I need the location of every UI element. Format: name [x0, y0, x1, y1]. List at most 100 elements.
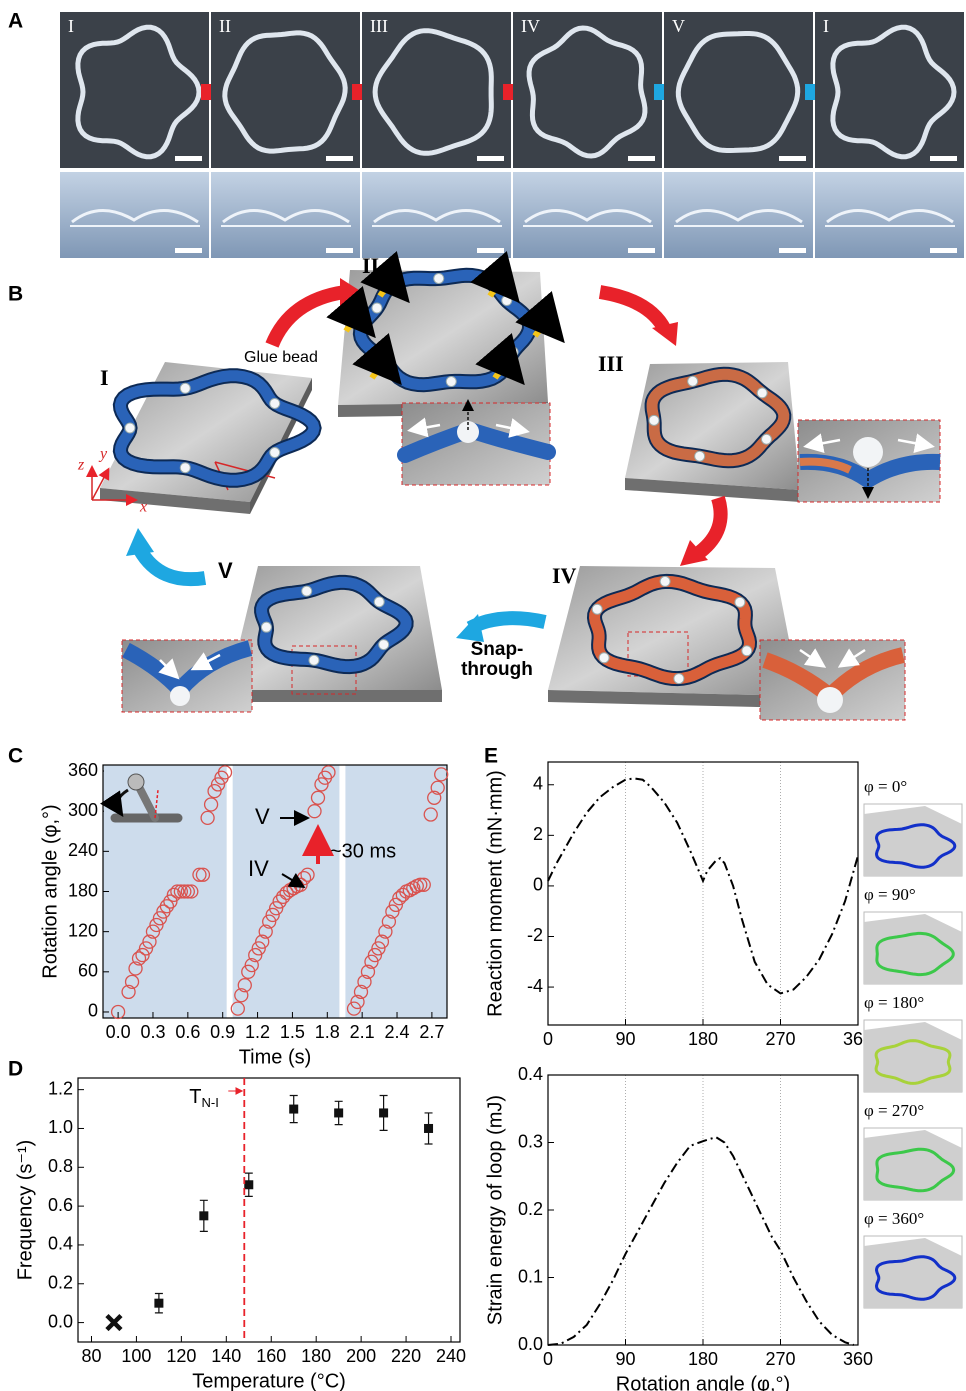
glue-bead — [270, 398, 280, 408]
y-tick-label: 360 — [68, 760, 98, 780]
glue-bead — [761, 434, 771, 444]
inset-label: φ = 90° — [864, 885, 916, 904]
y-tick-label: 0.8 — [48, 1156, 73, 1176]
cycle-arrow — [600, 292, 665, 330]
cycle-arrow — [700, 498, 721, 552]
data-line — [548, 1137, 854, 1345]
glue-bead — [374, 597, 384, 607]
annotation: through — [461, 659, 533, 680]
y-tick-label: 0.6 — [48, 1195, 73, 1215]
glue-bead — [660, 576, 670, 586]
transition-label: TN-I — [189, 1086, 219, 1110]
chart: 801001201401601802002202400.00.20.40.60.… — [14, 1078, 466, 1391]
stage-label: I — [68, 16, 74, 36]
inset-label: φ = 0° — [864, 777, 907, 796]
glue-bead — [125, 423, 135, 433]
panel-label: D — [8, 1058, 23, 1081]
y-tick-label: 240 — [68, 840, 98, 860]
glue-bead — [180, 383, 190, 393]
scale-bar — [477, 156, 504, 161]
scale-bar — [628, 156, 655, 161]
axis-letter: y — [98, 446, 108, 463]
y-tick-label: 0.4 — [48, 1234, 73, 1254]
x-tick-label: 90 — [615, 1029, 635, 1049]
x-tick-label: 160 — [256, 1346, 286, 1366]
axis-letter: x — [139, 499, 147, 516]
scale-bar — [628, 248, 655, 253]
inset-label: φ = 270° — [864, 1101, 924, 1120]
yellow-arrow — [535, 327, 557, 336]
glue-bead — [674, 674, 684, 684]
x-tick-label: 220 — [391, 1346, 421, 1366]
cycle-arrow — [272, 292, 345, 345]
y-tick-label: 0.2 — [48, 1273, 73, 1293]
point — [199, 1211, 208, 1220]
inset-icon — [104, 766, 184, 826]
x-tick-label: 1.5 — [280, 1022, 305, 1042]
scale-bar — [779, 156, 806, 161]
stage-label: III — [598, 351, 624, 376]
panel-label: E — [484, 745, 498, 768]
panel-b: I II III IV V Glue bead Snap- through z … — [77, 253, 940, 720]
glue-bead — [592, 604, 602, 614]
x-tick-label: 140 — [211, 1346, 241, 1366]
stage-label: IV — [521, 16, 540, 36]
y-tick-label: 0 — [88, 1001, 98, 1021]
scale-bar — [326, 156, 353, 161]
stage-label: II — [362, 253, 379, 278]
glue-bead — [742, 646, 752, 656]
y-axis-title: Rotation angle (φ,°) — [39, 804, 61, 978]
scale-bar — [477, 248, 504, 253]
y-tick-label: 120 — [68, 920, 98, 940]
y-tick-label: 2 — [533, 824, 543, 844]
y-tick-label: -4 — [527, 976, 543, 996]
glue-bead — [372, 303, 382, 313]
panel-label: B — [8, 283, 23, 306]
y-tick-label: 0.4 — [518, 1064, 543, 1084]
panel-e-insets: φ = 0°φ = 90°φ = 180°φ = 270°φ = 360° — [864, 777, 962, 1308]
glue-bead — [502, 296, 512, 306]
scale-bar — [326, 248, 353, 253]
label: T — [189, 1086, 201, 1108]
y-tick-label: 60 — [78, 961, 98, 981]
x-tick-label: 80 — [81, 1346, 101, 1366]
point — [244, 1180, 253, 1189]
plot-frame — [78, 1078, 460, 1342]
glue-bead — [817, 687, 843, 713]
stage-label: I — [100, 365, 109, 390]
x-tick-label: 2.4 — [385, 1022, 410, 1042]
glue-bead — [735, 597, 745, 607]
glue-bead — [446, 377, 456, 387]
x-tick-label: 200 — [346, 1346, 376, 1366]
x-axis-title: Time (s) — [239, 1046, 312, 1068]
annotation: IV — [248, 856, 269, 881]
glue-bead — [434, 273, 444, 283]
point — [289, 1105, 298, 1114]
x-tick-label: 120 — [166, 1346, 196, 1366]
x-tick-label: 0.9 — [210, 1022, 235, 1042]
y-axis-title: Reaction moment (mN·mm) — [484, 770, 506, 1017]
glue-bead — [378, 354, 388, 364]
y-tick-label: 0.2 — [518, 1199, 543, 1219]
x-tick-label: 2.1 — [350, 1022, 375, 1042]
glue-bead — [270, 448, 280, 458]
glue-bead — [309, 655, 319, 665]
glue-bead — [170, 686, 190, 706]
cycle-arrow-head — [126, 528, 154, 556]
annotation: Snap- — [471, 639, 524, 660]
page: A B C D E IIIIIIIVVI — [0, 0, 966, 1391]
x-tick-label: 180 — [688, 1029, 718, 1049]
inset-label: φ = 180° — [864, 993, 924, 1012]
y-tick-label: 1.0 — [48, 1117, 73, 1137]
x-tick-label: 90 — [615, 1349, 635, 1369]
x-tick-label: 0.6 — [175, 1022, 200, 1042]
cycle-arrow — [140, 550, 205, 579]
glue-bead — [695, 451, 705, 461]
stage-label: I — [823, 16, 829, 36]
glue-bead — [853, 437, 883, 467]
y-tick-label: 180 — [68, 880, 98, 900]
